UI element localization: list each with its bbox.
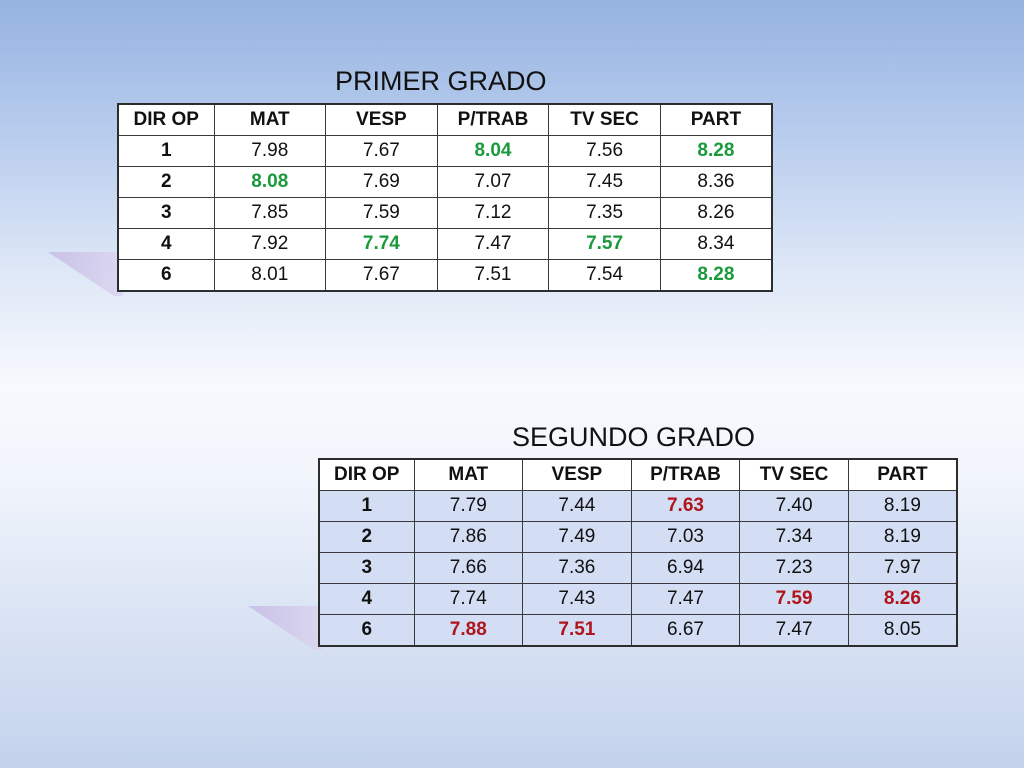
primer-grado-table: DIR OP MAT VESP P/TRAB TV SEC PART 1 7.98 7.67 8… — [117, 103, 773, 292]
score-cell: 8.08 — [213, 166, 327, 198]
score-cell: 7.45 — [548, 166, 661, 198]
header-row: DIR OP MAT VESP P/TRAB TV SEC PART — [318, 458, 958, 491]
table-row: 4 7.92 7.74 7.47 7.57 8.34 — [117, 228, 773, 260]
score-cell: 7.40 — [739, 490, 849, 522]
score-cell: 7.23 — [739, 552, 849, 584]
score-cell: 7.69 — [325, 166, 438, 198]
column-header: P/TRAB — [630, 458, 741, 491]
score-cell: 7.74 — [413, 583, 524, 615]
decorative-shadow — [248, 606, 323, 650]
table-row: 3 7.66 7.36 6.94 7.23 7.97 — [318, 552, 958, 584]
column-header: DIR OP — [318, 458, 415, 491]
row-label-cell: 4 — [318, 583, 415, 615]
score-cell: 8.19 — [847, 521, 958, 553]
score-cell: 6.67 — [630, 614, 741, 647]
table-row: 1 7.79 7.44 7.63 7.40 8.19 — [318, 490, 958, 522]
score-cell: 7.54 — [548, 259, 661, 292]
table-row: 6 7.88 7.51 6.67 7.47 8.05 — [318, 614, 958, 647]
score-cell: 7.59 — [325, 197, 438, 229]
column-header: P/TRAB — [436, 103, 550, 136]
score-cell: 7.47 — [739, 614, 849, 647]
primer-grado-title: PRIMER GRADO — [335, 66, 547, 96]
score-cell: 7.63 — [630, 490, 741, 522]
header-row: DIR OP MAT VESP P/TRAB TV SEC PART — [117, 103, 773, 136]
column-header: PART — [659, 103, 773, 136]
score-cell: 7.03 — [630, 521, 741, 553]
row-label-cell: 1 — [117, 135, 215, 167]
score-cell: 7.49 — [522, 521, 632, 553]
score-cell: 7.59 — [739, 583, 849, 615]
row-label-cell: 6 — [318, 614, 415, 647]
score-cell: 7.36 — [522, 552, 632, 584]
score-cell: 8.05 — [847, 614, 958, 647]
column-header: TV SEC — [548, 103, 661, 136]
score-cell: 7.57 — [548, 228, 661, 260]
score-cell: 8.19 — [847, 490, 958, 522]
column-header: MAT — [413, 458, 524, 491]
score-cell: 7.56 — [548, 135, 661, 167]
score-cell: 7.74 — [325, 228, 438, 260]
score-cell: 7.44 — [522, 490, 632, 522]
table-row: 2 7.86 7.49 7.03 7.34 8.19 — [318, 521, 958, 553]
score-cell: 7.88 — [413, 614, 524, 647]
score-cell: 7.66 — [413, 552, 524, 584]
score-cell: 6.94 — [630, 552, 741, 584]
score-cell: 7.97 — [847, 552, 958, 584]
score-cell: 7.43 — [522, 583, 632, 615]
table-row: 1 7.98 7.67 8.04 7.56 8.28 — [117, 135, 773, 167]
row-label-cell: 3 — [117, 197, 215, 229]
score-cell: 7.51 — [436, 259, 550, 292]
row-label-cell: 2 — [318, 521, 415, 553]
score-cell: 7.34 — [739, 521, 849, 553]
score-cell: 8.28 — [659, 135, 773, 167]
column-header: MAT — [213, 103, 327, 136]
table-row: 6 8.01 7.67 7.51 7.54 8.28 — [117, 259, 773, 292]
table-row: 3 7.85 7.59 7.12 7.35 8.26 — [117, 197, 773, 229]
row-label-cell: 3 — [318, 552, 415, 584]
score-cell: 7.92 — [213, 228, 327, 260]
score-cell: 8.01 — [213, 259, 327, 292]
score-cell: 7.47 — [436, 228, 550, 260]
column-header: VESP — [522, 458, 632, 491]
score-cell: 7.51 — [522, 614, 632, 647]
row-label-cell: 2 — [117, 166, 215, 198]
score-cell: 7.07 — [436, 166, 550, 198]
score-cell: 8.04 — [436, 135, 550, 167]
score-cell: 7.47 — [630, 583, 741, 615]
table-row: 2 8.08 7.69 7.07 7.45 8.36 — [117, 166, 773, 198]
segundo-grado-title: SEGUNDO GRADO — [512, 422, 756, 452]
row-label-cell: 4 — [117, 228, 215, 260]
score-cell: 8.36 — [659, 166, 773, 198]
score-cell: 7.86 — [413, 521, 524, 553]
score-cell: 7.67 — [325, 259, 438, 292]
score-cell: 8.34 — [659, 228, 773, 260]
column-header: DIR OP — [117, 103, 215, 136]
column-header: TV SEC — [739, 458, 849, 491]
score-cell: 7.85 — [213, 197, 327, 229]
score-cell: 7.98 — [213, 135, 327, 167]
score-cell: 8.28 — [659, 259, 773, 292]
column-header: VESP — [325, 103, 438, 136]
segundo-grado-table: DIR OP MAT VESP P/TRAB TV SEC PART 1 7.79 7.44 7… — [318, 458, 958, 647]
decorative-shadow — [48, 252, 123, 296]
row-label-cell: 6 — [117, 259, 215, 292]
table-row: 4 7.74 7.43 7.47 7.59 8.26 — [318, 583, 958, 615]
score-cell: 7.35 — [548, 197, 661, 229]
score-cell: 7.67 — [325, 135, 438, 167]
score-cell: 8.26 — [847, 583, 958, 615]
score-cell: 7.12 — [436, 197, 550, 229]
row-label-cell: 1 — [318, 490, 415, 522]
score-cell: 7.79 — [413, 490, 524, 522]
column-header: PART — [847, 458, 958, 491]
score-cell: 8.26 — [659, 197, 773, 229]
